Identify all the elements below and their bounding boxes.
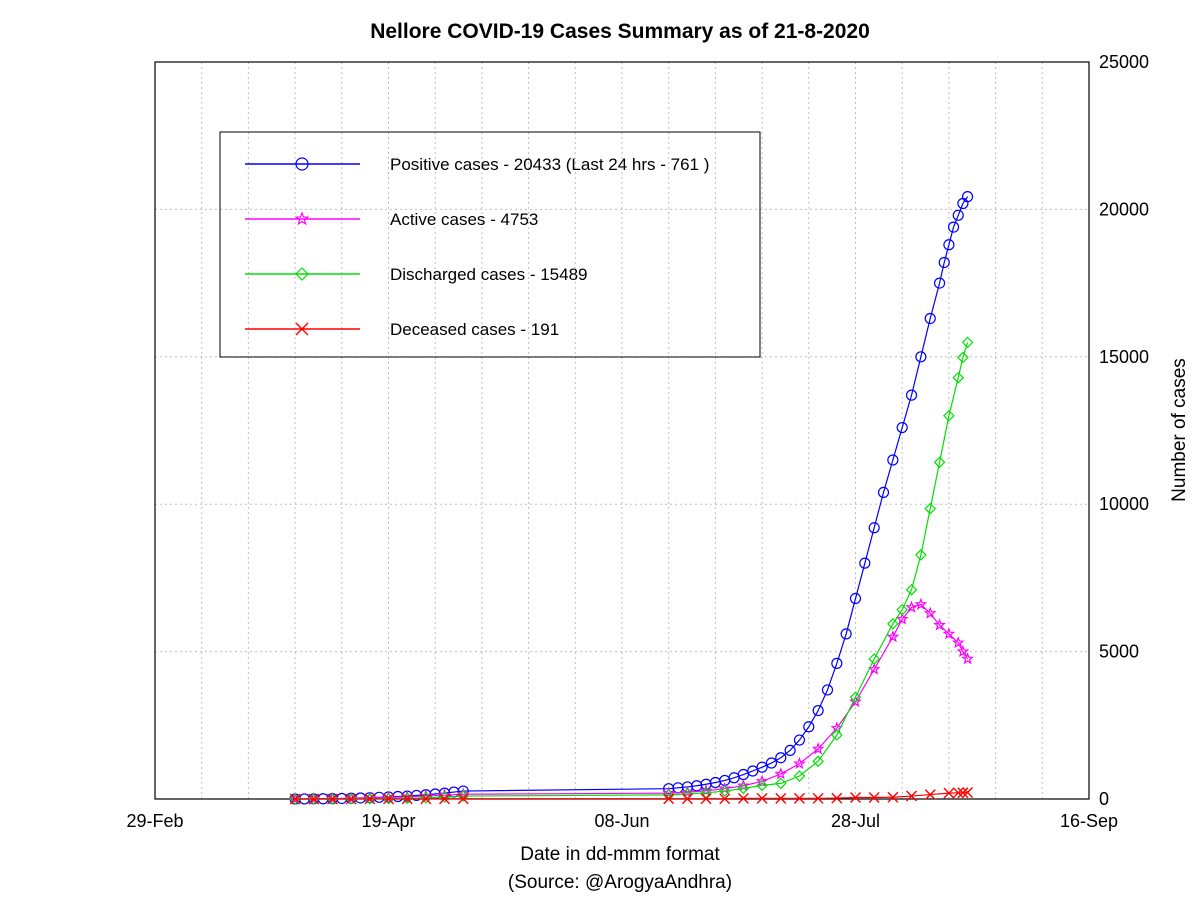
legend-item: Discharged cases - 15489 (245, 265, 588, 284)
x-tick-label: 19-Apr (361, 811, 415, 831)
y-tick-label: 5000 (1099, 642, 1139, 662)
x-tick-label: 29-Feb (126, 811, 183, 831)
chart-svg: Nellore COVID-19 Cases Summary as of 21-… (0, 0, 1200, 900)
y-tick-label: 15000 (1099, 347, 1149, 367)
chart-container: Nellore COVID-19 Cases Summary as of 21-… (0, 0, 1200, 900)
y-tick-label: 0 (1099, 789, 1109, 809)
y-tick-label: 25000 (1099, 52, 1149, 72)
series-active (290, 599, 972, 803)
y-tick-label: 10000 (1099, 494, 1149, 514)
series-line (295, 604, 967, 799)
chart-title: Nellore COVID-19 Cases Summary as of 21-… (370, 20, 870, 43)
legend-item: Active cases - 4753 (245, 210, 538, 229)
x-axis-label: Date in dd-mmm format (520, 844, 720, 865)
series-discharged (290, 337, 972, 804)
series-deceased (290, 788, 972, 804)
x-axis-source: (Source: @ArogyaAndhra) (508, 872, 732, 893)
legend-label: Deceased cases - 191 (390, 320, 559, 339)
y-tick-label: 20000 (1099, 199, 1149, 219)
legend-item: Positive cases - 20433 (Last 24 hrs - 76… (245, 155, 709, 174)
legend-label: Discharged cases - 15489 (390, 265, 588, 284)
x-tick-label: 08-Jun (594, 811, 649, 831)
y-axis-label: Number of cases (1169, 358, 1190, 502)
x-tick-label: 16-Sep (1060, 811, 1118, 831)
legend-item: Deceased cases - 191 (245, 320, 559, 339)
series-line (295, 342, 967, 799)
series-line (295, 197, 967, 799)
legend-label: Active cases - 4753 (390, 210, 538, 229)
x-tick-label: 28-Jul (831, 811, 880, 831)
legend-label: Positive cases - 20433 (Last 24 hrs - 76… (390, 155, 709, 174)
